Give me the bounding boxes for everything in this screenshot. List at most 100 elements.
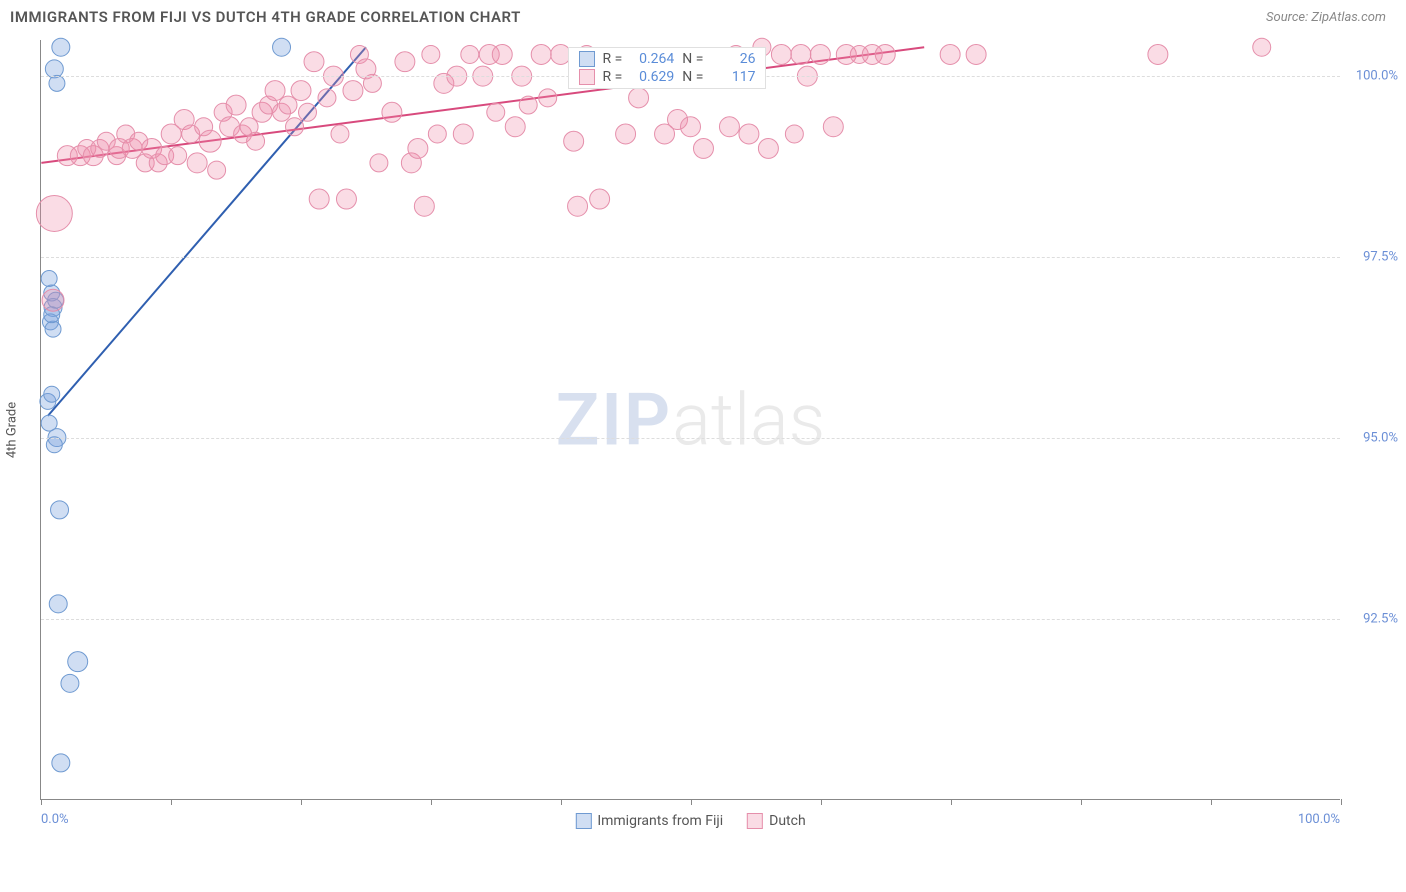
stat-r-value: 0.264 bbox=[630, 51, 674, 67]
data-point bbox=[265, 81, 285, 101]
data-point bbox=[199, 130, 221, 152]
legend-item: Immigrants from Fiji bbox=[575, 813, 723, 829]
data-point bbox=[42, 289, 64, 311]
stat-n-value: 117 bbox=[711, 69, 755, 85]
stats-row: R =0.629N =117 bbox=[569, 68, 766, 86]
stats-legend-box: R =0.264N =26R =0.629N =117 bbox=[568, 47, 767, 89]
x-tick-label: 100.0% bbox=[1298, 812, 1340, 827]
scatter-plot-svg bbox=[41, 40, 1340, 799]
data-point bbox=[422, 45, 440, 63]
legend-label: Dutch bbox=[769, 813, 806, 829]
data-point bbox=[1253, 38, 1271, 56]
data-point bbox=[208, 161, 226, 179]
chart-container: 4th Grade ZIPatlas 92.5%95.0%97.5%100.0%… bbox=[40, 40, 1380, 820]
data-point bbox=[1148, 44, 1168, 64]
stat-r-label: R = bbox=[603, 51, 623, 67]
trend-line bbox=[41, 47, 924, 163]
data-point bbox=[52, 38, 70, 56]
data-point bbox=[771, 44, 791, 64]
legend-swatch bbox=[575, 813, 591, 829]
legend-item: Dutch bbox=[747, 813, 806, 829]
data-point bbox=[568, 196, 588, 216]
y-tick-label: 100.0% bbox=[1356, 69, 1398, 84]
data-point bbox=[681, 117, 701, 137]
data-point bbox=[51, 501, 69, 519]
data-point bbox=[453, 124, 473, 144]
data-point bbox=[531, 44, 551, 64]
x-tick bbox=[561, 799, 562, 805]
data-point bbox=[169, 147, 187, 165]
data-point bbox=[299, 103, 317, 121]
data-point bbox=[823, 117, 843, 137]
legend-swatch bbox=[579, 51, 595, 67]
data-point bbox=[343, 81, 363, 101]
data-point bbox=[41, 271, 57, 287]
data-point bbox=[382, 102, 402, 122]
legend-swatch bbox=[747, 813, 763, 829]
data-point bbox=[564, 131, 584, 151]
data-point bbox=[291, 81, 311, 101]
data-point bbox=[408, 138, 428, 158]
legend-bottom: Immigrants from Fiji Dutch bbox=[575, 813, 805, 829]
x-tick bbox=[1211, 799, 1212, 805]
data-point bbox=[791, 44, 811, 64]
data-point bbox=[49, 595, 67, 613]
x-tick bbox=[171, 799, 172, 805]
source-attribution: Source: ZipAtlas.com bbox=[1266, 10, 1386, 25]
data-point bbox=[370, 154, 388, 172]
gridline bbox=[41, 257, 1340, 258]
data-point bbox=[875, 44, 895, 64]
stat-n-label: N = bbox=[682, 69, 703, 85]
x-tick bbox=[301, 799, 302, 805]
data-point bbox=[52, 754, 70, 772]
data-point bbox=[49, 75, 65, 91]
data-point bbox=[247, 132, 265, 150]
y-axis-label: 4th Grade bbox=[5, 402, 20, 458]
legend-label: Immigrants from Fiji bbox=[597, 813, 723, 829]
plot-area: ZIPatlas 92.5%95.0%97.5%100.0%0.0%100.0%… bbox=[40, 40, 1340, 800]
data-point bbox=[44, 386, 60, 402]
data-point bbox=[46, 437, 62, 453]
data-point bbox=[966, 44, 986, 64]
chart-title: IMMIGRANTS FROM FIJI VS DUTCH 4TH GRADE … bbox=[10, 8, 521, 26]
data-point bbox=[461, 45, 479, 63]
y-tick-label: 92.5% bbox=[1363, 612, 1398, 627]
trend-line bbox=[48, 47, 366, 416]
x-tick bbox=[431, 799, 432, 805]
data-point bbox=[336, 189, 356, 209]
data-point bbox=[539, 89, 557, 107]
data-point bbox=[61, 674, 79, 692]
data-point bbox=[616, 124, 636, 144]
data-point bbox=[519, 96, 537, 114]
x-tick bbox=[691, 799, 692, 805]
data-point bbox=[68, 652, 88, 672]
data-point bbox=[785, 125, 803, 143]
data-point bbox=[414, 196, 434, 216]
data-point bbox=[273, 38, 291, 56]
legend-swatch bbox=[579, 69, 595, 85]
data-point bbox=[693, 138, 713, 158]
data-point bbox=[304, 52, 324, 72]
data-point bbox=[331, 125, 349, 143]
data-point bbox=[187, 153, 207, 173]
stat-r-label: R = bbox=[603, 69, 623, 85]
data-point bbox=[590, 189, 610, 209]
x-tick bbox=[951, 799, 952, 805]
data-point bbox=[629, 88, 649, 108]
data-point bbox=[758, 138, 778, 158]
data-point bbox=[286, 118, 304, 136]
data-point bbox=[505, 117, 525, 137]
y-tick-label: 95.0% bbox=[1363, 431, 1398, 446]
stats-row: R = 0.264 N = 26 bbox=[569, 50, 766, 68]
x-tick bbox=[1341, 799, 1342, 805]
data-point bbox=[940, 44, 960, 64]
stat-n-label: N = bbox=[682, 51, 703, 67]
stat-n-value: 26 bbox=[711, 51, 755, 67]
data-point bbox=[279, 96, 297, 114]
data-point bbox=[739, 124, 759, 144]
data-point bbox=[428, 125, 446, 143]
x-tick bbox=[821, 799, 822, 805]
y-tick-label: 97.5% bbox=[1363, 250, 1398, 265]
data-point bbox=[492, 44, 512, 64]
data-point bbox=[318, 89, 336, 107]
